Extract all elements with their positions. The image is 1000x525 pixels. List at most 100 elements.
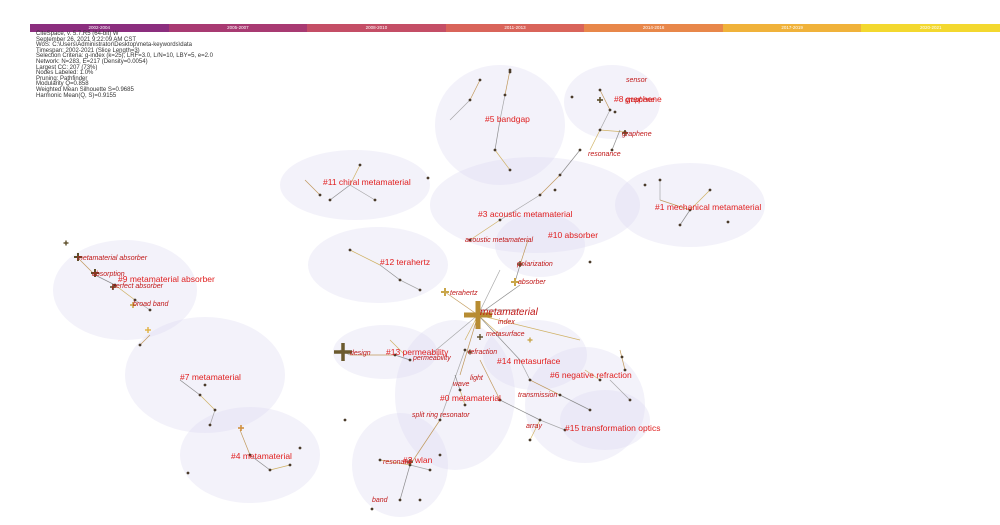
- network-node: [588, 260, 592, 264]
- cluster-label-c10: #10 absorber: [548, 230, 598, 240]
- info-line: Timespan: 2002-2021 (Slice Length=3): [36, 47, 140, 54]
- network-node: [298, 446, 302, 450]
- cluster-label-c12: #12 terahertz: [380, 257, 430, 267]
- network-node: [478, 78, 482, 82]
- network-edge: [559, 394, 591, 411]
- cluster-hull-c12: [308, 227, 448, 303]
- network-node: [558, 173, 562, 177]
- network-edge: [519, 359, 531, 381]
- network-edge: [249, 454, 271, 471]
- network-edge: [599, 129, 626, 133]
- cluster-hull-c14: [483, 320, 587, 390]
- network-edge: [477, 314, 521, 361]
- network-edge: [589, 129, 601, 151]
- network-node: [458, 388, 462, 392]
- keyword-label-permeability: permeability: [412, 355, 451, 362]
- network-node: [570, 95, 574, 99]
- network-edge: [539, 419, 566, 431]
- network-edge: [199, 394, 216, 411]
- keyword-node-marker: [130, 302, 136, 308]
- network-edge: [139, 334, 151, 346]
- network-edge: [469, 79, 481, 101]
- network-edge: [399, 279, 421, 291]
- network-node: [598, 128, 602, 132]
- keyword-label-transmission: transmission: [518, 392, 557, 399]
- timeline-segment: 2014-2016: [584, 24, 723, 32]
- network-node: [608, 108, 612, 112]
- cluster-hull-c2: [352, 413, 448, 517]
- keyword-label-light: light: [470, 375, 484, 382]
- keyword-label-absorption: absorption: [92, 271, 125, 278]
- keyword-label-terahertz: terahertz: [450, 290, 478, 297]
- keyword-label-refraction: refraction: [468, 349, 497, 356]
- network-node: [370, 507, 374, 511]
- cluster-label-c0: #0 metamaterial: [440, 393, 501, 403]
- network-node: [463, 348, 467, 352]
- network-edge: [584, 369, 601, 381]
- network-edge: [394, 354, 411, 361]
- network-node: [438, 418, 442, 422]
- network-edge: [379, 459, 411, 466]
- info-line: Selection Criteria: g-index (k=25), LRF=…: [36, 53, 213, 60]
- network-edge: [134, 299, 151, 311]
- network-node: [498, 398, 502, 402]
- network-node: [348, 248, 352, 252]
- keyword-node-marker: [407, 459, 413, 465]
- timeline-segment: 2002-2004: [30, 24, 169, 32]
- network-edge: [539, 174, 561, 196]
- cluster-hull-c15: [560, 390, 650, 450]
- keyword-labels: metamaterial design terahertz absorber metam…: [77, 77, 655, 504]
- cluster-hull-c6: [525, 347, 645, 463]
- cluster-label-c5: #5 bandgap: [485, 114, 530, 124]
- network-node: [468, 98, 472, 102]
- network-edge: [349, 249, 381, 266]
- network-node: [553, 188, 557, 192]
- network-edge: [349, 164, 361, 186]
- network-node: [138, 343, 142, 347]
- network-edge: [494, 119, 501, 151]
- network-node: [133, 298, 137, 302]
- keyword-label-absorber: absorber: [518, 279, 546, 286]
- cluster-label-c15: #15 transformation optics: [565, 423, 660, 433]
- network-node: [113, 283, 117, 287]
- network-node: [328, 198, 332, 202]
- info-line: Weighted Mean Silhouette S=0.9685: [36, 86, 134, 93]
- network-node: [688, 208, 692, 212]
- keyword-node-marker: [527, 337, 533, 343]
- network-node: [563, 428, 567, 432]
- network-edge: [269, 464, 291, 471]
- cluster-label-c6: #6 negative refraction: [550, 370, 632, 380]
- network-node: [378, 458, 382, 462]
- cluster-label-c9: #9 metamaterial absorber: [118, 274, 215, 284]
- keyword-label-metamaterial: metamaterial: [480, 307, 539, 318]
- network-edge: [454, 374, 461, 391]
- keyword-label-array: array: [526, 423, 542, 430]
- keyword-node-marker: [110, 284, 116, 290]
- keyword-label-perfect-absorber: perfect absorber: [111, 283, 164, 290]
- timeline-segment: 2020-2021: [861, 24, 1000, 32]
- network-node: [508, 70, 512, 74]
- network-edge: [529, 419, 541, 441]
- info-line: Nodes Labeled: 1.0%: [36, 70, 94, 77]
- cluster-label-c4: #4 metamaterial: [231, 451, 292, 461]
- network-node: [498, 218, 502, 222]
- cluster-label-c11: #11 chiral metamaterial: [323, 177, 411, 187]
- cluster-hull-c9: [53, 240, 197, 340]
- network-edge: [379, 264, 401, 281]
- network-edge: [499, 194, 541, 221]
- network-node: [658, 178, 662, 182]
- timeline-label: 2011-2013: [504, 25, 526, 30]
- network-edge: [459, 314, 479, 376]
- network-node: [508, 168, 512, 172]
- network-node: [708, 188, 712, 192]
- keyword-label-graphene: graphene: [622, 131, 652, 138]
- network-node: [268, 468, 272, 472]
- network-edge: [389, 339, 406, 356]
- network-node: [578, 148, 582, 152]
- cluster-label-c3: #3 acoustic metamaterial: [478, 209, 573, 219]
- network-edge: [529, 379, 561, 396]
- network-node: [358, 163, 362, 167]
- keyword-label-split-ring-resonator: split ring resonator: [412, 412, 470, 419]
- network-edge: [504, 69, 511, 96]
- keyword-label-index: index: [498, 319, 515, 326]
